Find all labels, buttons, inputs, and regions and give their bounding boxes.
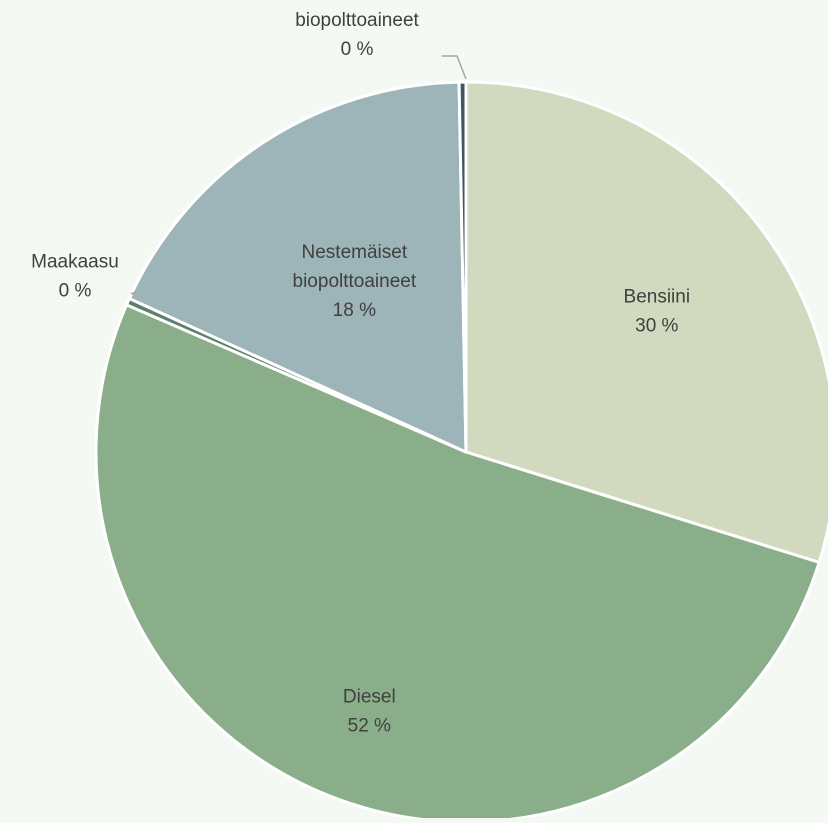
data-label-value: 18 % (333, 300, 376, 321)
data-labels: Bensiini 30 % Diesel 52 % Maakaasu 0 % Nestemä… (31, 0, 690, 737)
data-label-name: Kaasumaiset (302, 0, 413, 2)
pie-slice-kaasumaiset-biopolttoaineet (457, 80, 468, 454)
data-label-bensiini: Bensiini 30 % (624, 286, 691, 336)
pie-slice-nestemaiset-biopolttoaineet (127, 80, 468, 454)
data-label-name: Bensiini (624, 286, 691, 307)
pie-slice-diesel (94, 303, 821, 823)
leader-lines (130, 55, 467, 295)
data-label-name: Diesel (343, 687, 396, 708)
data-label-value: 30 % (635, 315, 678, 336)
data-label-maakaasu: Maakaasu 0 % (31, 252, 119, 302)
pie-slices (94, 80, 828, 823)
data-label-value: 0 % (341, 39, 374, 60)
data-label-name: Maakaasu (31, 252, 119, 273)
data-label-value: 0 % (59, 281, 92, 302)
leader-line-kaasumaiset-biopolttoaineet (442, 55, 467, 80)
data-label-kaasumaiset-biopolttoaineet: Kaasumaiset biopolttoaineet 0 % (295, 0, 419, 60)
data-label-name: biopolttoaineet (293, 271, 417, 292)
leader-line-maakaasu (130, 291, 137, 295)
data-label-value: 52 % (348, 716, 391, 737)
data-label-diesel: Diesel 52 % (343, 687, 396, 737)
data-label-name: Nestemäiset (302, 242, 408, 263)
data-label-name: biopolttoaineet (295, 10, 419, 31)
pie-slice-bensiini (464, 80, 828, 564)
data-label-nestemaiset-biopolttoaineet: Nestemäiset biopolttoaineet 18 % (293, 242, 417, 321)
